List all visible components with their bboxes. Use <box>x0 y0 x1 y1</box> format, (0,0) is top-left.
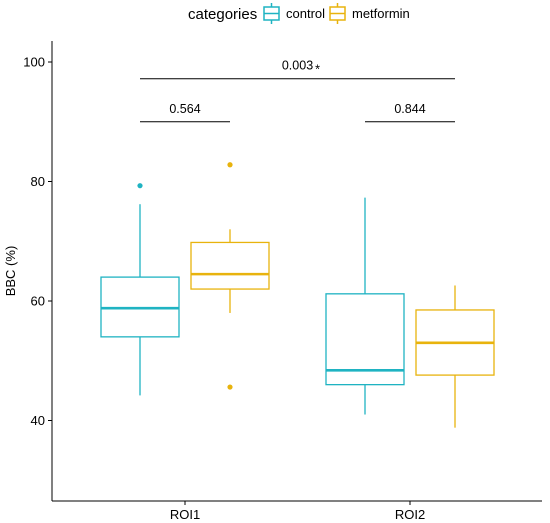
box-control-ROI2 <box>325 197 405 415</box>
legend-title: categories <box>188 6 257 23</box>
box-iqr <box>190 241 270 290</box>
legend: categories control metformin <box>188 3 410 24</box>
boxes <box>100 162 495 428</box>
y-tick-label: 100 <box>23 55 45 70</box>
box-metformin-ROI1 <box>190 162 270 390</box>
box-metformin-ROI2 <box>415 285 495 428</box>
significance-annotations: 0.003 * 0.564 0.844 <box>140 59 455 123</box>
significance-mark: * <box>315 63 320 77</box>
annotation-label: 0.844 <box>394 102 425 116</box>
legend-label-metformin: metformin <box>352 6 410 21</box>
x-tick-label: ROI2 <box>395 507 425 522</box>
annotation-label: 0.003 <box>282 59 313 73</box>
outlier-point <box>227 162 233 168</box>
outlier-point <box>227 384 233 390</box>
x-ticks: ROI1 ROI2 <box>170 501 425 522</box>
y-ticks: 40 60 80 100 <box>23 55 52 428</box>
annotation-label: 0.564 <box>169 102 200 116</box>
box-control-ROI1 <box>100 183 180 396</box>
y-tick-label: 60 <box>31 294 45 309</box>
y-tick-label: 80 <box>31 174 45 189</box>
y-tick-label: 40 <box>31 413 45 428</box>
x-tick-label: ROI1 <box>170 507 200 522</box>
legend-label-control: control <box>286 6 325 21</box>
y-axis-label: BBC (%) <box>3 246 18 297</box>
outlier-point <box>137 183 143 189</box>
